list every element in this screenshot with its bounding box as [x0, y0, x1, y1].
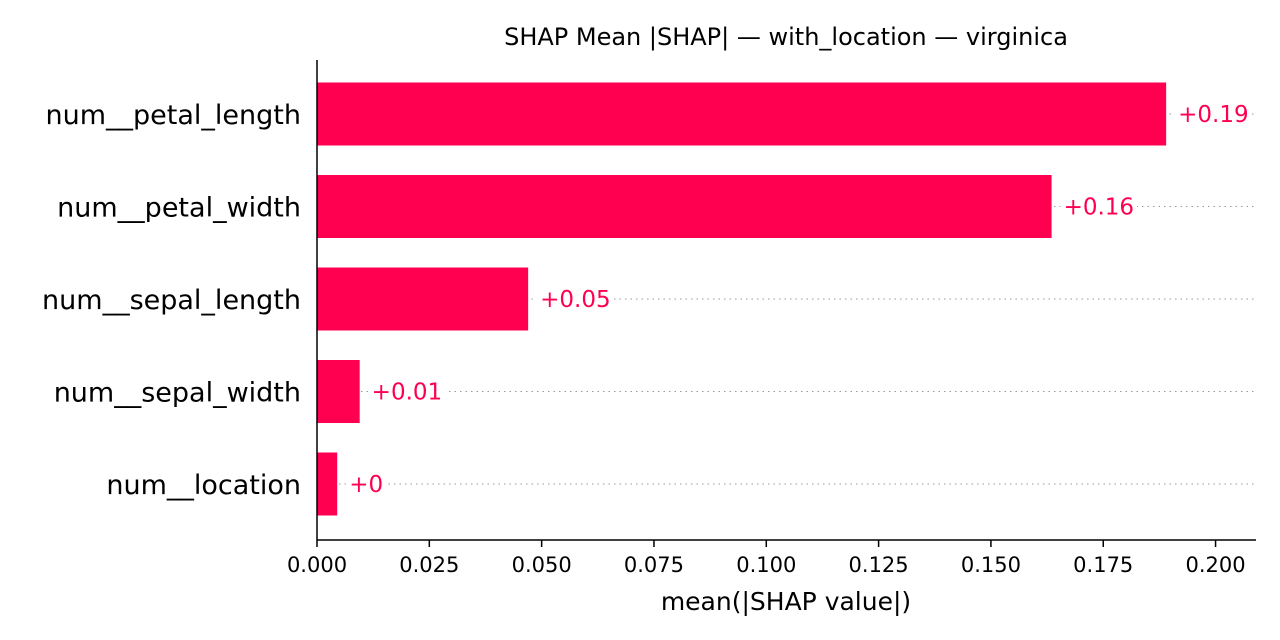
- value-label-backing: [346, 472, 387, 498]
- x-tick-label: 0.150: [961, 553, 1021, 577]
- value-label: +0.05: [540, 287, 610, 313]
- category-label: num__petal_length: [46, 100, 301, 131]
- value-label: +0.01: [372, 380, 442, 406]
- value-label: +0.19: [1178, 102, 1248, 128]
- x-tick-label: 0.125: [849, 553, 909, 577]
- value-label-backing: [1175, 102, 1252, 128]
- x-ticks: 0.000 0.025 0.050 0.075 0.100 0.125 0.150 0.175…: [287, 540, 1246, 577]
- value-label: +0.16: [1064, 195, 1134, 221]
- chart-title: SHAP Mean |SHAP| — with_location — virgi…: [504, 23, 1068, 51]
- x-tick-label: 0.050: [512, 553, 572, 577]
- axes: [316, 60, 1256, 541]
- x-tick-label: 0.025: [399, 553, 459, 577]
- x-tick-label: 0.200: [1186, 553, 1246, 577]
- bar-num-sepal-width: [317, 360, 360, 423]
- value-label-backing: [537, 287, 614, 313]
- value-labels: +0.19 +0.16 +0.05 +0.01 +0: [346, 102, 1252, 498]
- x-tick-label: 0.000: [287, 553, 347, 577]
- bar-num-petal-width: [317, 175, 1052, 238]
- category-label: num__sepal_width: [54, 378, 301, 409]
- x-tick-label: 0.075: [624, 553, 684, 577]
- category-label: num__sepal_length: [42, 285, 301, 316]
- bar-num-sepal-length: [317, 267, 529, 331]
- category-labels: num__petal_length num__petal_width num__se…: [42, 100, 301, 501]
- value-label-backing: [1060, 194, 1138, 221]
- x-tick-label: 0.100: [736, 553, 796, 577]
- value-label: +0: [349, 472, 383, 498]
- value-label-backing: [368, 379, 446, 406]
- bars: [317, 82, 1167, 516]
- bar-num-petal-length: [317, 82, 1167, 146]
- x-tick-label: 0.175: [1073, 553, 1133, 577]
- category-label: num__location: [106, 470, 301, 501]
- bar-num-location: [317, 452, 338, 516]
- category-label: num__petal_width: [57, 193, 301, 224]
- x-axis-label: mean(|SHAP value|): [661, 587, 911, 616]
